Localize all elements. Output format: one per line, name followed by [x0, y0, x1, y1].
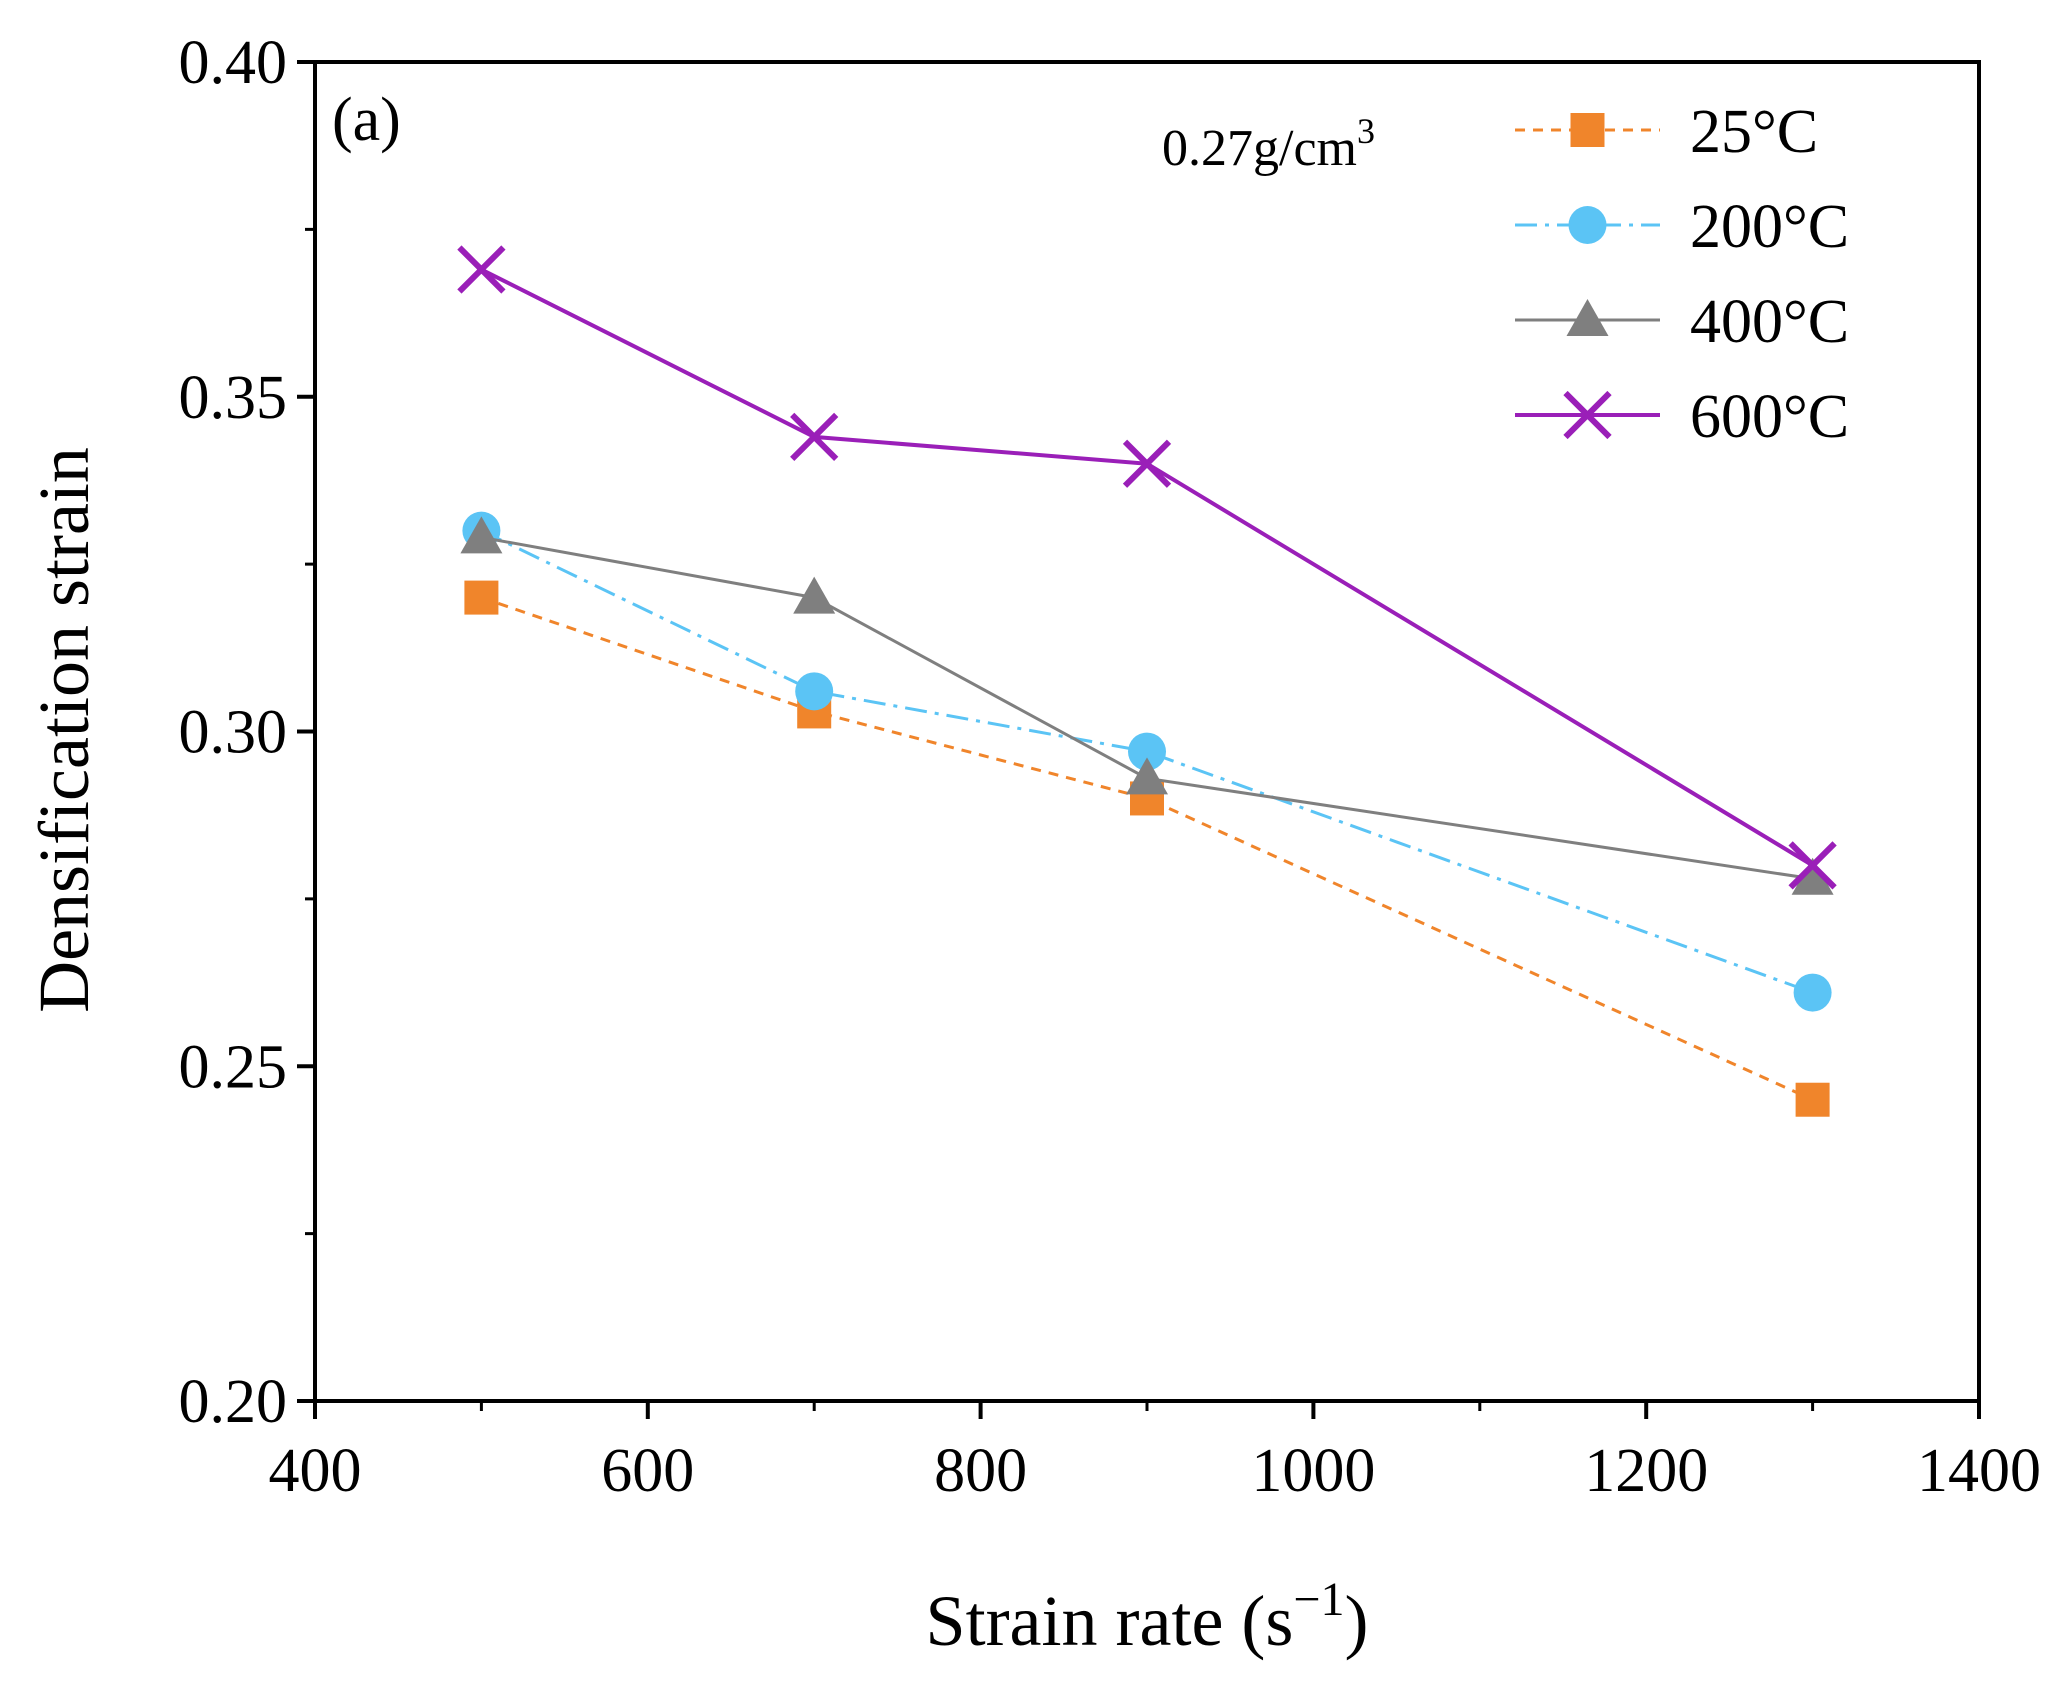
legend-marker [1568, 206, 1607, 244]
series-line-3 [481, 535, 1813, 881]
axis-ticks: 400 600 800 1000 1200 1400 0.20 0.25 0.30 0.35 0.4… [179, 29, 2042, 1505]
legend-marker [1563, 390, 1612, 440]
legend-label: 25°C [1690, 98, 1818, 166]
panel-label: (a) [332, 86, 401, 154]
series-line-1 [480, 596, 1814, 1102]
y-tick-label: 0.20 [179, 1368, 288, 1436]
x-tick-label: 1400 [1917, 1437, 2041, 1505]
legend: 25°C 200°C 400°C 600°C [1515, 98, 1849, 451]
legend-label: 600°C [1690, 383, 1849, 451]
series-1-point [464, 580, 499, 615]
series-3-point [793, 576, 836, 614]
series-layer [457, 245, 1837, 1117]
series-2-point [1793, 973, 1832, 1012]
x-tick-label: 1000 [1251, 1437, 1375, 1505]
legend-label: 200°C [1690, 193, 1849, 261]
series-4-point [457, 245, 506, 294]
y-tick-label: 0.40 [179, 29, 288, 97]
series-2-point [795, 672, 834, 711]
y-axis-title: Densification strain [24, 447, 104, 1013]
density-annotation: 0.27g/cm3 [1162, 111, 1375, 177]
series-3-point [460, 516, 503, 554]
series-1-point [1795, 1082, 1830, 1117]
x-axis-title-text: Strain rate (s [926, 1581, 1294, 1661]
series-line-4 [480, 267, 1814, 868]
series-4-point [790, 412, 839, 462]
annotation-sup: 3 [1357, 111, 1375, 151]
plot-frame [313, 60, 1981, 1403]
y-tick-label: 0.30 [179, 699, 288, 767]
x-tick-label: 600 [601, 1437, 694, 1505]
y-tick-label: 0.35 [179, 364, 288, 432]
series-4-point [1788, 841, 1837, 890]
x-tick-label: 1200 [1584, 1437, 1708, 1505]
series-4-point [1122, 439, 1172, 488]
y-tick-label: 0.25 [179, 1033, 288, 1101]
series-3-point [1791, 857, 1834, 895]
x-tick-label: 400 [269, 1437, 362, 1505]
legend-marker [1566, 299, 1609, 336]
series-line-2 [480, 529, 1814, 995]
legend-label: 400°C [1690, 288, 1849, 356]
x-axis-title: Strain rate (s−1) [926, 1573, 1369, 1661]
annotation-text: 0.27g/cm [1162, 120, 1357, 177]
legend-marker [1570, 113, 1605, 147]
series-2-point [1128, 732, 1166, 771]
x-tick-label: 800 [934, 1437, 1027, 1505]
x-axis-title-close: ) [1344, 1581, 1368, 1661]
series-3-point [1126, 757, 1168, 795]
x-axis-title-sup: −1 [1293, 1573, 1344, 1626]
